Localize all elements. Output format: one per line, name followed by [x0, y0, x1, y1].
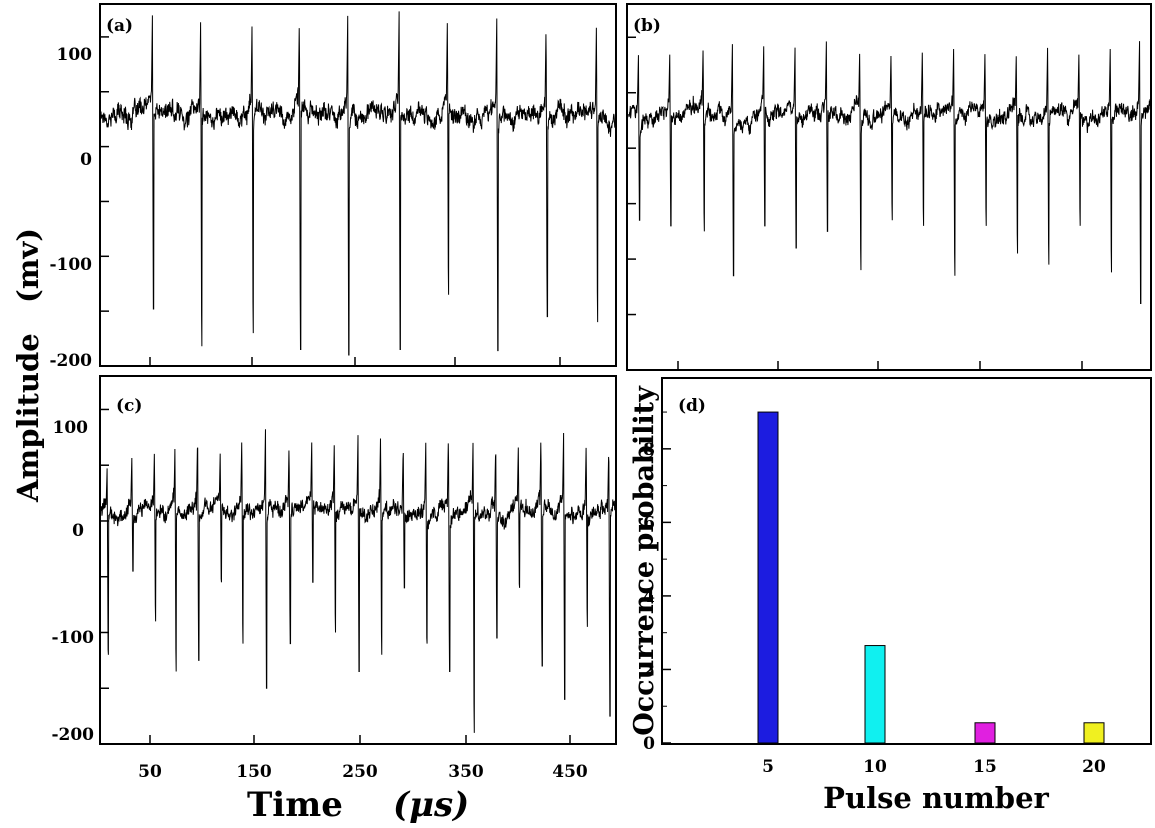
y-tick-label: 6 — [643, 513, 655, 533]
panel-b-frame — [626, 3, 1152, 371]
panel-a-ytick-label: 100 — [57, 45, 93, 65]
panel-a-ticks — [101, 36, 561, 366]
panel-c-xtick-label: 250 — [342, 762, 378, 782]
x-tick-label: 15 — [973, 757, 997, 777]
x-axis-title-unit: (μs) — [393, 785, 469, 825]
panel-b-label: (b) — [633, 16, 661, 36]
panel-d-label: (d) — [678, 396, 706, 416]
panel-b-ticks — [628, 36, 1083, 370]
panel-c-ytick-label: 0 — [72, 521, 84, 541]
panel-c-xtick-label: 450 — [552, 762, 588, 782]
panel-c-frame — [99, 375, 617, 745]
panel-d-ylabel: Occurrence probability — [629, 385, 660, 736]
bar-20 — [1083, 722, 1105, 744]
y-axis-title-amplitude: Amplitude (mv) — [11, 228, 45, 503]
y-tick-label: 2 — [643, 660, 655, 680]
panel-c-xtick-label: 350 — [448, 762, 484, 782]
panel-c-ytick-label: -100 — [51, 628, 94, 648]
panel-a-ytick-label: -200 — [49, 351, 92, 371]
x-tick-label: 10 — [863, 757, 887, 777]
panel-b: (b) — [626, 3, 1152, 371]
panel-c-trace — [100, 429, 616, 733]
panel-c-xtick-label: 150 — [236, 762, 272, 782]
panel-c-xtick-label: 50 — [138, 762, 162, 782]
panel-a-ytick-label: -100 — [49, 255, 92, 275]
y-tick-label: 4 — [643, 587, 655, 607]
panel-d-bars — [757, 411, 1105, 744]
y-tick-label: 0 — [643, 734, 655, 754]
panel-c-ytick-label: -200 — [51, 725, 94, 745]
y-tick-label: 8 — [643, 440, 655, 460]
bar-5 — [757, 411, 779, 744]
panel-c-ytick-label: 100 — [53, 418, 89, 438]
panel-a-label: (a) — [106, 16, 133, 36]
panel-a-ytick-label: 0 — [80, 150, 92, 170]
panel-a-frame — [99, 3, 617, 367]
panel-a: (a) 100 0 -100 -200 — [49, 3, 617, 371]
panel-d: 5 10 15 20 0 2 4 6 8 (d) — [643, 377, 1152, 777]
panel-d-frame — [661, 377, 1152, 745]
x-tick-label: 20 — [1082, 757, 1106, 777]
panel-b-trace — [627, 41, 1151, 304]
panel-a-trace — [100, 11, 616, 356]
bar-10 — [864, 645, 886, 744]
x-axis-title-time: Time — [247, 785, 343, 825]
bar-15 — [974, 722, 996, 744]
panel-c: (c) 100 0 -100 -200 50 150 250 350 450 — [51, 375, 617, 782]
x-tick-label: 5 — [762, 757, 774, 777]
panel-d-xlabel: Pulse number — [823, 781, 1049, 815]
panel-c-label: (c) — [116, 396, 142, 416]
